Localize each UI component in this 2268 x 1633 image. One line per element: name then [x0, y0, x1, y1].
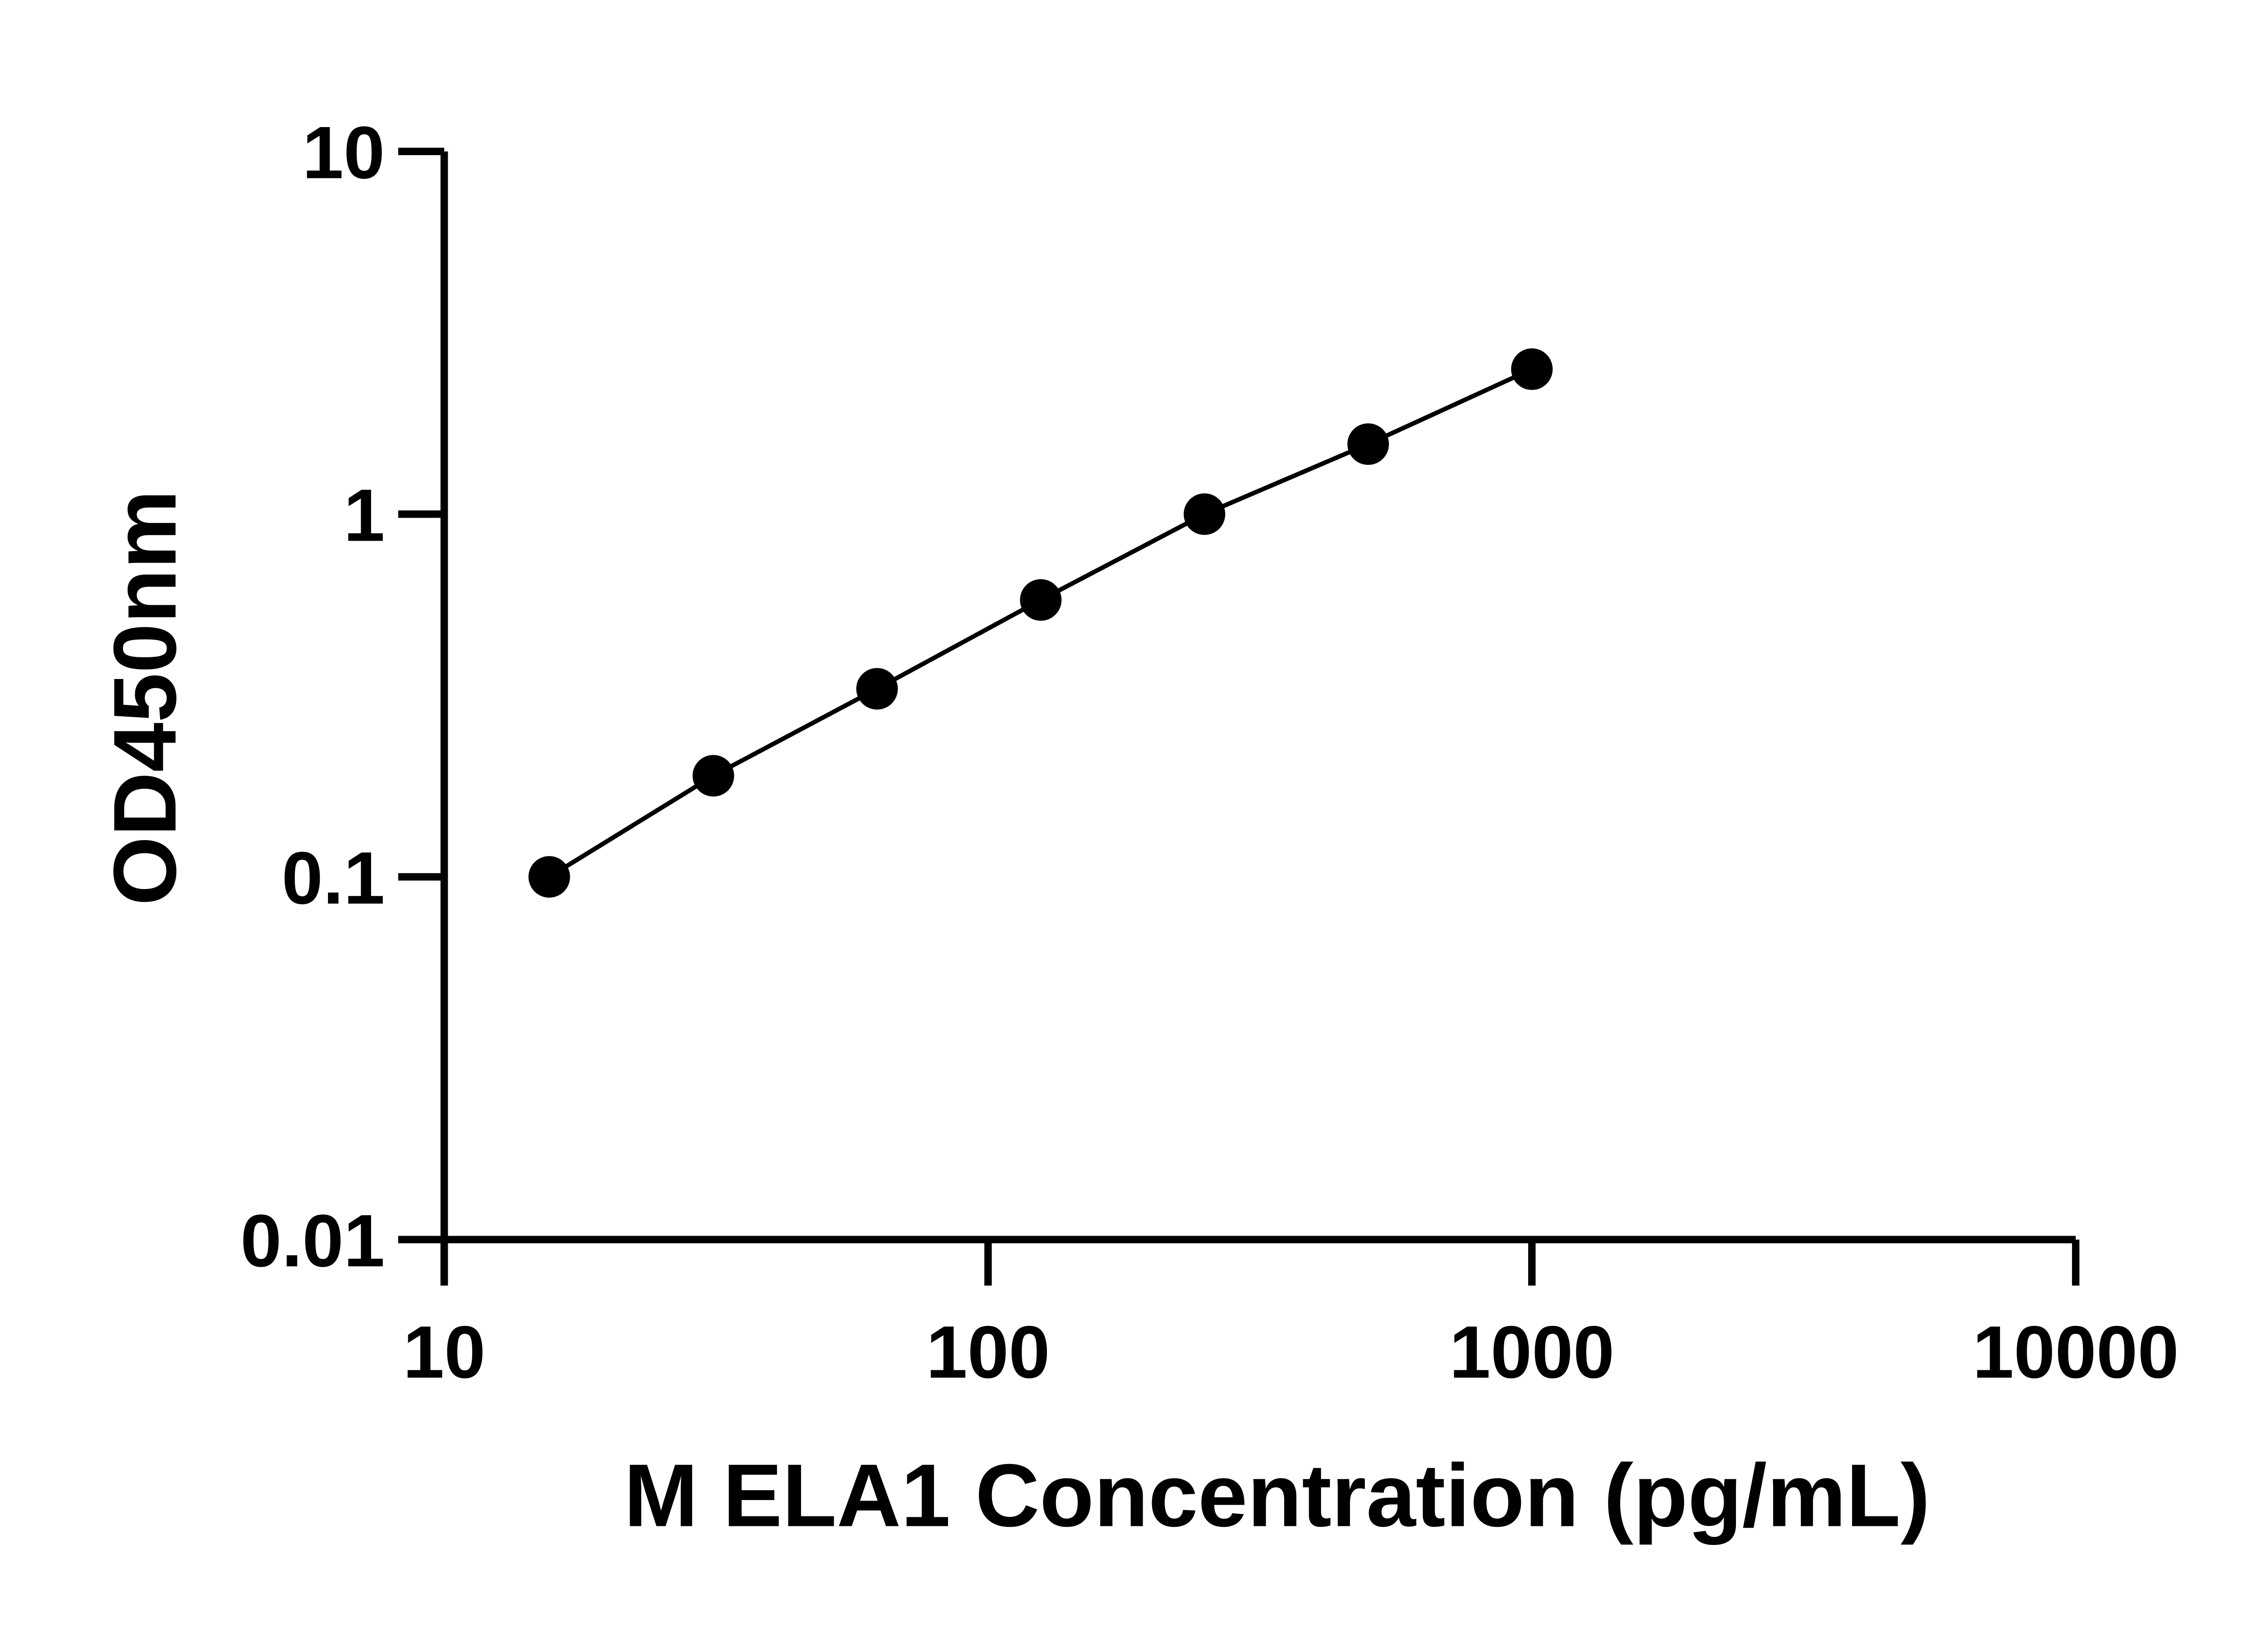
y-tick-label: 0.01: [240, 1199, 385, 1282]
x-tick-label: 100: [926, 1310, 1050, 1393]
y-axis-label: OD450nm: [95, 490, 195, 906]
x-axis-label: M ELA1 Concentration (pg/mL): [624, 1445, 1930, 1545]
y-tick-label: 1: [343, 474, 385, 557]
data-point: [528, 856, 570, 898]
data-point: [856, 668, 898, 710]
data-point: [1511, 348, 1553, 390]
data-point: [1347, 423, 1389, 465]
x-tick-label: 10: [403, 1310, 485, 1393]
data-point: [1020, 579, 1062, 621]
x-tick-label: 10000: [1973, 1310, 2179, 1393]
data-point: [1183, 493, 1226, 535]
data-point: [692, 755, 734, 797]
y-tick-label: 10: [302, 111, 385, 194]
y-tick-label: 0.1: [282, 836, 385, 919]
x-tick-label: 1000: [1449, 1310, 1614, 1393]
